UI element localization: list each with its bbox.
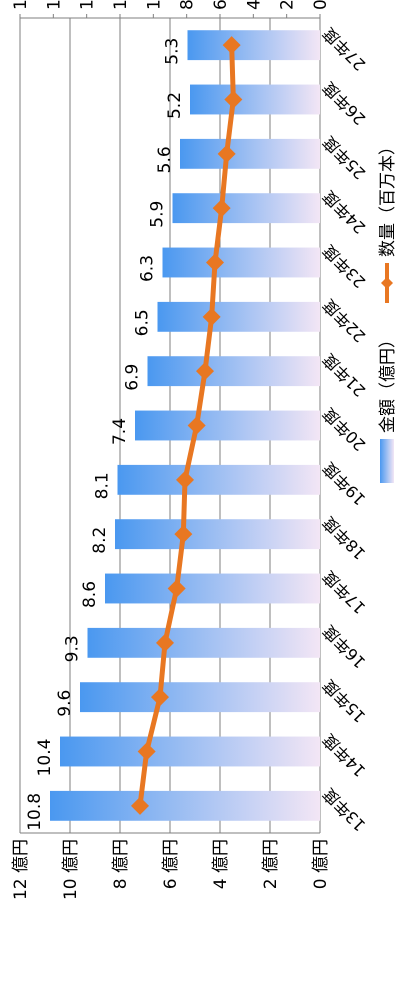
data-label: 6.3 xyxy=(138,255,158,282)
category-label: 20年度 xyxy=(319,404,369,454)
right-axis-tick-label: 10 百万本 xyxy=(144,0,164,10)
bar xyxy=(50,790,320,821)
data-label: 5.9 xyxy=(148,201,168,228)
right-axis-tick-label: 12 百万本 xyxy=(111,0,131,10)
line-marker xyxy=(176,470,194,489)
right-axis-tick-label: 6 百万本 xyxy=(211,0,231,10)
category-label: 24年度 xyxy=(319,187,369,237)
left-axis-tick-label: 0 億円 xyxy=(311,839,331,889)
legend-bar-swatch xyxy=(380,439,394,483)
right-axis-tick-label: 14 百万本 xyxy=(78,0,98,10)
data-label: 6.5 xyxy=(133,309,153,336)
right-axis-tick-label: 2 百万本 xyxy=(278,0,298,10)
line-marker xyxy=(196,362,214,381)
right-axis-tick-label: 4 百万本 xyxy=(244,0,264,10)
legend-line-marker xyxy=(381,277,393,289)
category-label: 17年度 xyxy=(319,567,369,617)
data-label: 8.2 xyxy=(90,527,110,554)
bar xyxy=(115,519,320,550)
data-label: 6.9 xyxy=(123,364,143,391)
bar xyxy=(180,138,320,169)
data-label: 10.8 xyxy=(25,793,45,831)
bar xyxy=(117,464,320,495)
category-label: 13年度 xyxy=(319,784,369,834)
category-label: 22年度 xyxy=(319,295,369,345)
left-axis-tick-label: 8 億円 xyxy=(111,839,131,889)
data-label: 8.6 xyxy=(80,581,100,608)
left-axis-tick-label: 12 億円 xyxy=(11,839,31,900)
bar xyxy=(87,627,320,658)
bar xyxy=(135,410,320,441)
data-label: 9.3 xyxy=(63,635,83,662)
data-label: 5.2 xyxy=(165,92,185,119)
bar xyxy=(147,356,320,387)
line-marker xyxy=(131,796,149,815)
data-label: 8.1 xyxy=(93,472,113,499)
category-label: 23年度 xyxy=(319,241,369,291)
line-marker xyxy=(174,525,193,544)
bar xyxy=(157,301,320,332)
category-label: 26年度 xyxy=(319,78,369,128)
bar xyxy=(187,30,320,61)
line-marker xyxy=(156,633,174,652)
data-label: 7.4 xyxy=(110,418,130,445)
line-marker xyxy=(222,36,241,55)
bar-series xyxy=(50,30,320,821)
line-marker xyxy=(187,416,206,435)
left-axis-tick-label: 10 億円 xyxy=(61,839,81,900)
legend-line-label: 数量（百万本） xyxy=(378,138,398,257)
category-label: 21年度 xyxy=(319,350,369,400)
category-label: 14年度 xyxy=(319,730,369,780)
bar xyxy=(190,84,320,115)
category-label: 27年度 xyxy=(319,24,369,74)
bar xyxy=(172,193,320,224)
data-labels: 10.8 10.4 9.6 9.3 8.6 8.2 8.1 7.4 6.9 6.5 6.3 5.9 5.… xyxy=(25,38,185,831)
data-label: 5.6 xyxy=(155,146,175,173)
left-axis-tick-label: 4 億円 xyxy=(211,839,231,889)
data-label: 5.3 xyxy=(163,38,183,65)
data-label: 9.6 xyxy=(55,690,75,717)
bar xyxy=(60,736,320,767)
left-axis-tick-label: 2 億円 xyxy=(261,839,281,889)
legend-bar-label: 金額（億円） xyxy=(378,331,398,433)
bar xyxy=(80,682,320,713)
category-label: 18年度 xyxy=(319,513,369,563)
right-axis-tick-label: 18 百万本 xyxy=(11,0,31,10)
right-axis-tick-label: 16 百万本 xyxy=(44,0,64,10)
bar xyxy=(105,573,320,604)
line-marker xyxy=(206,253,224,272)
category-label: 19年度 xyxy=(319,458,369,508)
data-label: 10.4 xyxy=(35,739,55,777)
right-axis-tick-label: 0 百万本 xyxy=(311,0,331,10)
bar xyxy=(162,247,320,278)
category-label: 15年度 xyxy=(319,676,369,726)
line-series xyxy=(131,36,243,815)
line-marker xyxy=(217,144,236,163)
line-marker xyxy=(212,199,231,218)
line-marker xyxy=(137,742,156,761)
line-marker xyxy=(202,307,221,326)
line-marker xyxy=(224,90,243,109)
line-marker xyxy=(151,688,169,707)
legend: 金額（億円） 数量（百万本） xyxy=(378,138,398,483)
left-axis-tick-label: 6 億円 xyxy=(161,839,181,889)
category-label: 16年度 xyxy=(319,621,369,671)
category-label: 25年度 xyxy=(319,132,369,182)
line-marker xyxy=(167,579,186,598)
right-axis-tick-label: 8 百万本 xyxy=(178,0,198,10)
